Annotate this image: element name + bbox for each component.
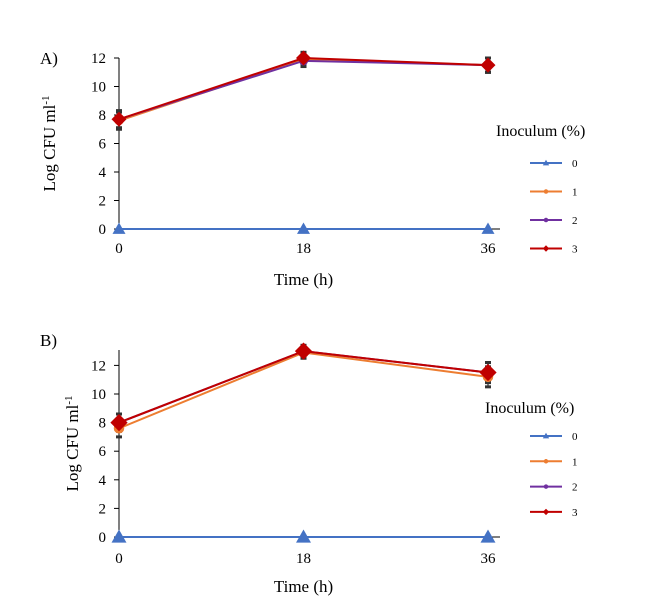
y-tick-label: 12 [91,358,106,374]
x-tick-label: 18 [296,551,311,567]
legend-entry: 2 [530,215,578,227]
legend-label: 2 [572,482,578,494]
legend-entry: 3 [530,507,578,519]
x-axis-title: Time (h) [274,270,333,289]
y-tick-label: 2 [99,501,107,517]
y-axis-title-superscript: -1 [63,395,75,404]
legend-entry: 3 [530,244,578,256]
legend-marker [543,484,549,489]
y-tick-label: 0 [99,222,107,238]
y-axis-title: Log CFU ml-1 [63,395,82,491]
y-tick-label: 8 [99,108,107,124]
legend-label: 3 [572,507,578,519]
data-point-series-0 [480,529,496,543]
series-line-3 [118,350,489,424]
y-tick-label: 8 [99,416,107,432]
legend-label: 0 [572,431,578,443]
y-tick-label: 4 [99,473,107,489]
legend-title: Inoculum (%) [485,400,574,417]
legend-entry: 2 [530,482,578,494]
data-point-series-0 [481,222,495,234]
y-axis-title-superscript: -1 [40,95,52,104]
y-tick-label: 6 [99,444,107,460]
legend-label: 1 [572,456,578,468]
data-point-series-3 [111,111,127,127]
legend-marker [543,217,549,223]
panel-label: A) [40,49,58,68]
legend-title: Inoculum (%) [496,123,585,140]
series-line-2 [118,59,489,121]
y-tick-label: 12 [91,51,106,67]
panel-label: B) [40,331,57,350]
x-tick-label: 18 [296,241,311,257]
legend-marker [542,432,550,439]
x-axis-title: Time (h) [274,577,333,596]
data-point-series-3 [294,342,313,360]
legend-entry: 0 [530,431,578,443]
legend-label: 0 [572,158,578,170]
data-point-series-0 [296,529,311,543]
y-tick-label: 2 [99,194,107,210]
data-point-series-3 [296,50,311,66]
legend-marker [543,189,549,194]
y-axis-title: Log CFU ml-1 [40,95,59,191]
data-point-series-3 [479,363,497,382]
legend-entry: 1 [530,187,578,199]
legend-marker [542,159,550,166]
y-tick-label: 0 [99,530,107,546]
legend-label: 1 [572,187,578,199]
legend-label: 3 [572,244,578,256]
legend-entry: 0 [530,158,578,170]
x-tick-label: 36 [481,551,497,567]
legend-label: 2 [572,215,578,227]
x-tick-label: 0 [115,551,123,567]
legend-marker [542,508,550,516]
data-point-series-0 [111,529,127,543]
legend-marker [542,245,550,252]
y-tick-label: 10 [91,387,106,403]
legend-entry: 1 [530,456,578,468]
data-point-series-0 [297,222,310,234]
legend: Inoculum (%) 0 1 2 3 [485,400,578,519]
y-tick-label: 4 [99,165,107,181]
y-tick-label: 10 [91,80,106,96]
series-line-1 [118,58,489,122]
legend: Inoculum (%) 0 1 2 3 [496,123,585,256]
data-point-series-0 [112,222,126,234]
series-line-2 [118,350,489,424]
y-tick-label: 6 [99,137,107,153]
x-tick-label: 36 [481,241,497,257]
x-tick-label: 0 [115,241,123,257]
data-point-series-3 [110,413,128,432]
data-point-series-3 [480,57,496,73]
legend-marker [543,459,549,464]
series-line-1 [118,351,489,430]
